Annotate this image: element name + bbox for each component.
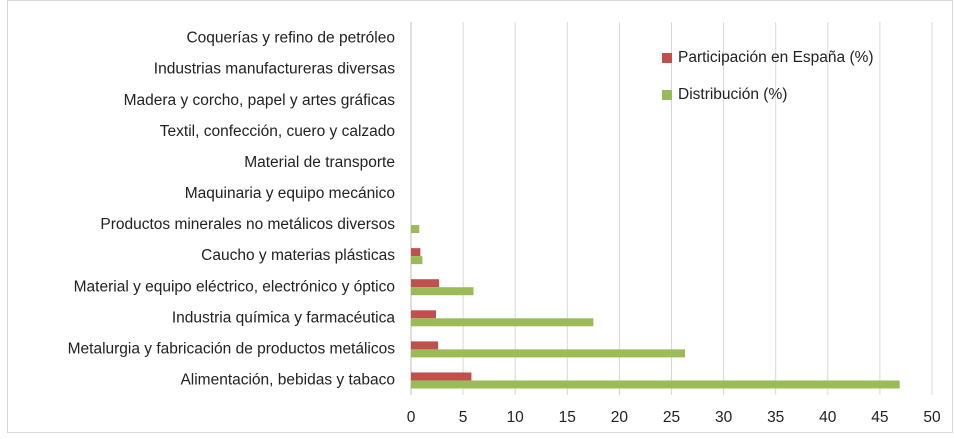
y-tick-label: Maquinaria y equipo mecánico <box>185 185 395 202</box>
bar <box>411 380 900 389</box>
y-tick-label: Industrias manufactureras diversas <box>154 61 395 78</box>
bar <box>411 256 423 265</box>
bar <box>411 225 420 234</box>
bar <box>411 310 437 319</box>
x-tick-label: 35 <box>767 409 784 426</box>
y-tick-label: Industria química y farmacéutica <box>172 309 396 326</box>
bar <box>411 248 421 257</box>
x-tick-label: 20 <box>611 409 629 426</box>
bar <box>411 318 594 327</box>
x-tick-label: 25 <box>663 409 680 426</box>
chart-frame <box>7 0 953 433</box>
y-tick-label: Material y equipo eléctrico, electrónico… <box>74 278 395 295</box>
x-tick-label: 15 <box>559 409 576 426</box>
bar <box>411 287 474 296</box>
bar <box>411 279 440 288</box>
y-tick-label: Metalurgia y fabricación de productos me… <box>68 340 396 357</box>
x-tick-label: 45 <box>871 409 888 426</box>
y-tick-label: Alimentación, bebidas y tabaco <box>180 372 395 389</box>
y-tick-label: Material de transporte <box>244 154 395 171</box>
x-tick-label: 50 <box>923 409 941 426</box>
legend-swatch <box>662 53 672 63</box>
y-tick-label: Productos minerales no metálicos diverso… <box>100 216 395 233</box>
legend-swatch <box>662 90 672 100</box>
bar <box>411 341 439 350</box>
y-tick-label: Madera y corcho, papel y artes gráficas <box>124 92 396 109</box>
legend-label: Distribución (%) <box>678 86 787 103</box>
x-tick-label: 5 <box>459 409 468 426</box>
y-tick-label: Coquerías y refino de petróleo <box>186 30 395 47</box>
legend-label: Participación en España (%) <box>678 49 874 66</box>
x-tick-label: 30 <box>715 409 733 426</box>
y-tick-label: Caucho y materias plásticas <box>201 247 395 264</box>
bar <box>411 349 686 358</box>
x-tick-label: 40 <box>819 409 837 426</box>
bar <box>411 372 472 381</box>
x-tick-label: 10 <box>507 409 525 426</box>
y-tick-label: Textil, confección, cuero y calzado <box>160 123 395 140</box>
x-tick-label: 0 <box>407 409 416 426</box>
